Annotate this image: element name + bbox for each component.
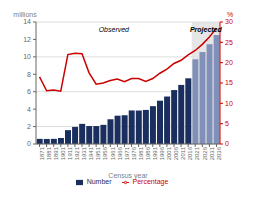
svg-text:1941: 1941 [88,146,94,160]
svg-text:1881: 1881 [46,146,52,160]
svg-text:0: 0 [225,140,229,147]
svg-text:1981: 1981 [138,146,144,160]
svg-text:0: 0 [27,140,31,147]
svg-text:14: 14 [23,18,31,25]
svg-text:1971: 1971 [124,146,130,160]
svg-text:2036: 2036 [216,146,222,160]
svg-text:1991: 1991 [152,146,158,160]
svg-text:8: 8 [27,71,31,78]
svg-text:1956: 1956 [102,146,108,160]
svg-text:1961: 1961 [110,146,116,160]
svg-text:2026: 2026 [202,146,208,160]
svg-text:Observed: Observed [99,26,130,33]
svg-text:1976: 1976 [131,146,137,160]
svg-text:15: 15 [225,79,233,86]
svg-text:Census year: Census year [108,172,148,180]
svg-text:millions: millions [13,11,37,18]
svg-text:1921: 1921 [74,146,80,160]
svg-text:1931: 1931 [81,146,87,160]
svg-text:2006: 2006 [173,146,179,160]
svg-text:25: 25 [225,39,233,46]
svg-text:1901: 1901 [60,146,66,160]
svg-text:4: 4 [27,106,31,113]
svg-text:1986: 1986 [145,146,151,160]
svg-text:%: % [227,11,233,18]
svg-text:1891: 1891 [53,146,59,160]
svg-text:1951: 1951 [95,146,101,160]
svg-text:Projected: Projected [190,26,223,34]
html-text:Number: Number [86,178,112,185]
svg-text:10: 10 [23,53,31,60]
html-text:Percentage: Percentage [132,178,169,185]
svg-text:2021: 2021 [194,146,200,160]
svg-text:1871: 1871 [39,146,45,160]
svg-text:20: 20 [225,59,233,66]
svg-text:5: 5 [225,120,229,127]
svg-text:1966: 1966 [117,146,123,160]
svg-text:2001: 2001 [166,146,172,160]
svg-text:2031: 2031 [209,146,215,160]
svg-text:10: 10 [225,100,233,107]
svg-text:1996: 1996 [159,146,165,160]
svg-text:1911: 1911 [67,146,73,160]
svg-text:30: 30 [225,18,233,25]
svg-text:2016: 2016 [187,146,193,160]
svg-text:6: 6 [27,88,31,95]
svg-text:12: 12 [23,36,31,43]
svg-text:2011: 2011 [180,146,186,160]
svg-text:2: 2 [27,123,31,130]
